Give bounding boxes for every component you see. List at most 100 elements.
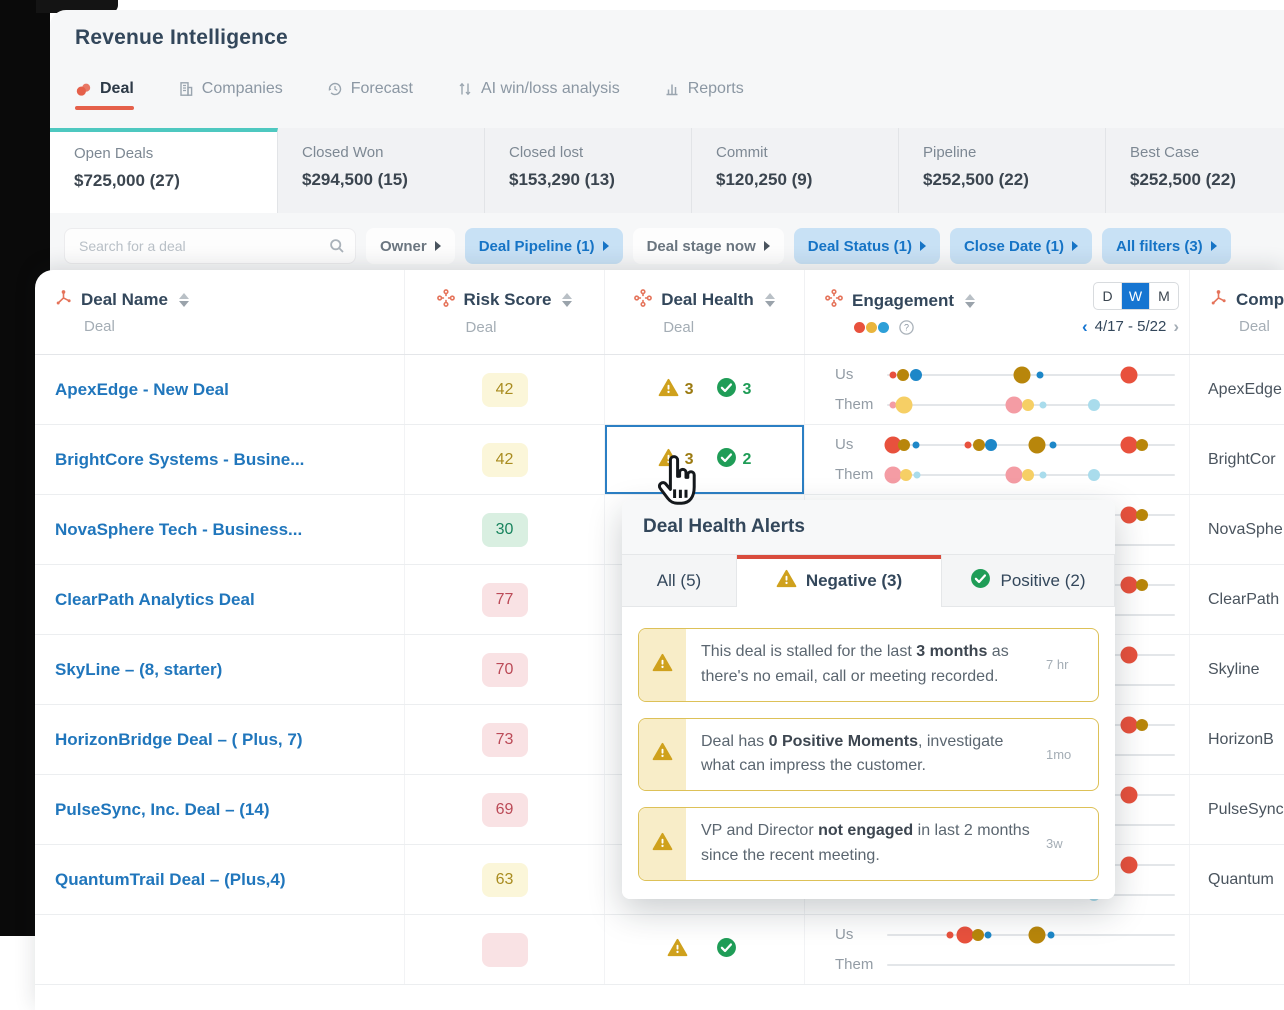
nav-tab-companies[interactable]: Companies <box>178 80 283 110</box>
filter-chip-label: Deal Pipeline (1) <box>479 238 595 255</box>
filter-chip-all-filters-3-[interactable]: All filters (3) <box>1102 228 1231 264</box>
engagement-dot[interactable] <box>1048 931 1055 938</box>
summary-card[interactable]: Commit$120,250 (9) <box>692 128 899 213</box>
nav-tab-ai-win-loss-analysis[interactable]: AI win/loss analysis <box>457 80 620 110</box>
sort-toggle[interactable] <box>965 294 975 308</box>
engagement-dot[interactable] <box>914 471 921 478</box>
filter-chip-close-date-1-[interactable]: Close Date (1) <box>950 228 1092 264</box>
nav-tab-deal[interactable]: Deal <box>75 80 134 110</box>
column-title: Risk Score <box>464 290 552 310</box>
engagement-dot[interactable] <box>897 369 909 381</box>
summary-card[interactable]: Closed Won$294,500 (15) <box>278 128 485 213</box>
engagement-dot[interactable] <box>984 931 991 938</box>
nav-tab-forecast[interactable]: Forecast <box>327 80 413 110</box>
filter-chip-deal-status-1-[interactable]: Deal Status (1) <box>794 228 940 264</box>
column-header-deal-health[interactable]: Deal Health Deal <box>605 270 805 354</box>
summary-card[interactable]: Open Deals$725,000 (27) <box>50 128 278 213</box>
period-segment-d[interactable]: D <box>1094 283 1122 309</box>
deal-name-link[interactable]: SkyLine – (8, starter) <box>55 660 222 680</box>
alert-card[interactable]: This deal is stalled for the last 3 mont… <box>638 628 1099 702</box>
engagement-dot[interactable] <box>1120 576 1137 593</box>
deal-name-link[interactable]: ClearPath Analytics Deal <box>55 590 255 610</box>
sort-toggle[interactable] <box>562 293 572 307</box>
search-input[interactable] <box>77 237 329 255</box>
engagement-dot[interactable] <box>1036 371 1043 378</box>
sort-toggle[interactable] <box>765 293 775 307</box>
engagement-dot[interactable] <box>1120 366 1137 383</box>
engagement-dot[interactable] <box>1088 399 1100 411</box>
engagement-dot[interactable] <box>964 441 971 448</box>
engagement-dot[interactable] <box>889 371 896 378</box>
engagement-dot[interactable] <box>1120 716 1137 733</box>
deal-name-link[interactable]: PulseSync, Inc. Deal – (14) <box>55 800 269 820</box>
sort-toggle[interactable] <box>179 293 189 307</box>
engagement-dot[interactable] <box>1088 469 1100 481</box>
engagement-dot[interactable] <box>985 439 997 451</box>
nav-tab-reports[interactable]: Reports <box>664 80 744 110</box>
filter-chip-deal-stage-now[interactable]: Deal stage now <box>633 228 784 264</box>
engagement-dot[interactable] <box>1136 439 1148 451</box>
engagement-dot[interactable] <box>1120 856 1137 873</box>
alert-card[interactable]: VP and Director not engaged in last 2 mo… <box>638 807 1099 881</box>
column-header-risk-score[interactable]: Risk Score Deal <box>405 270 605 354</box>
engagement-dot[interactable] <box>1028 926 1045 943</box>
engagement-dot[interactable] <box>956 926 973 943</box>
engagement-dot[interactable] <box>947 931 954 938</box>
prev-range-icon[interactable]: ‹ <box>1082 318 1088 335</box>
popup-tab-positive-2-[interactable]: Positive (2) <box>942 555 1115 607</box>
engagement-dot[interactable] <box>896 396 913 413</box>
engagement-dot[interactable] <box>910 369 922 381</box>
filter-chip-deal-pipeline-1-[interactable]: Deal Pipeline (1) <box>465 228 623 264</box>
engagement-dot[interactable] <box>972 929 984 941</box>
column-header-deal-name[interactable]: Deal Name Deal <box>35 270 405 354</box>
period-segment-m[interactable]: M <box>1150 283 1178 309</box>
engagement-dot[interactable] <box>1136 719 1148 731</box>
engagement-dot[interactable] <box>1028 436 1045 453</box>
deal-name-link[interactable]: QuantumTrail Deal – (Plus,4) <box>55 870 286 890</box>
deal-name-link[interactable]: ApexEdge - New Deal <box>55 380 229 400</box>
engagement-dot[interactable] <box>1120 436 1137 453</box>
engagement-dot[interactable] <box>900 469 912 481</box>
next-range-icon[interactable]: › <box>1173 318 1179 335</box>
engagement-dot[interactable] <box>1039 471 1046 478</box>
engagement-dot[interactable] <box>1039 401 1046 408</box>
date-range-nav: ‹ 4/17 - 5/22 › <box>1082 318 1179 335</box>
negative-alerts: 3 <box>658 378 694 402</box>
engagement-dot[interactable] <box>1136 579 1148 591</box>
popup-tab-negative-3-[interactable]: Negative (3) <box>737 555 942 607</box>
engagement-dot[interactable] <box>912 441 919 448</box>
engagement-dot[interactable] <box>1120 646 1137 663</box>
deal-name-link[interactable]: HorizonBridge Deal – ( Plus, 7) <box>55 730 303 750</box>
popup-tab-all-5-[interactable]: All (5) <box>622 555 737 607</box>
column-header-company[interactable]: Comp Deal <box>1190 270 1284 354</box>
deal-search[interactable] <box>64 228 356 264</box>
engagement-dot[interactable] <box>1049 441 1056 448</box>
period-segment-w[interactable]: W <box>1122 283 1150 309</box>
risk-score-cell: 30 <box>405 495 605 564</box>
help-icon[interactable]: ? <box>899 320 914 335</box>
engagement-dot[interactable] <box>1136 509 1148 521</box>
engagement-dot[interactable] <box>1014 366 1031 383</box>
summary-card[interactable]: Best Case$252,500 (22) <box>1106 128 1284 213</box>
engagement-dot[interactable] <box>1120 786 1137 803</box>
deal-name-link[interactable]: NovaSphere Tech - Business... <box>55 520 302 540</box>
deal-health-cell[interactable] <box>605 915 805 984</box>
engagement-dot[interactable] <box>884 466 901 483</box>
engagement-dot[interactable] <box>973 439 985 451</box>
alert-card[interactable]: Deal has 0 Positive Moments, investigate… <box>638 718 1099 792</box>
deal-name-link[interactable]: BrightCore Systems - Busine... <box>55 450 304 470</box>
engagement-dot[interactable] <box>1022 399 1034 411</box>
engagement-dot[interactable] <box>1005 466 1022 483</box>
search-icon <box>329 238 345 254</box>
summary-card[interactable]: Closed lost$153,290 (13) <box>485 128 692 213</box>
engagement-dot[interactable] <box>1005 396 1022 413</box>
summary-card[interactable]: Pipeline$252,500 (22) <box>899 128 1106 213</box>
filter-chip-owner[interactable]: Owner <box>366 228 455 264</box>
engagement-dot[interactable] <box>1022 469 1034 481</box>
engagement-dot[interactable] <box>1120 506 1137 523</box>
alert-stripe <box>639 808 686 880</box>
engagement-dot[interactable] <box>898 439 910 451</box>
